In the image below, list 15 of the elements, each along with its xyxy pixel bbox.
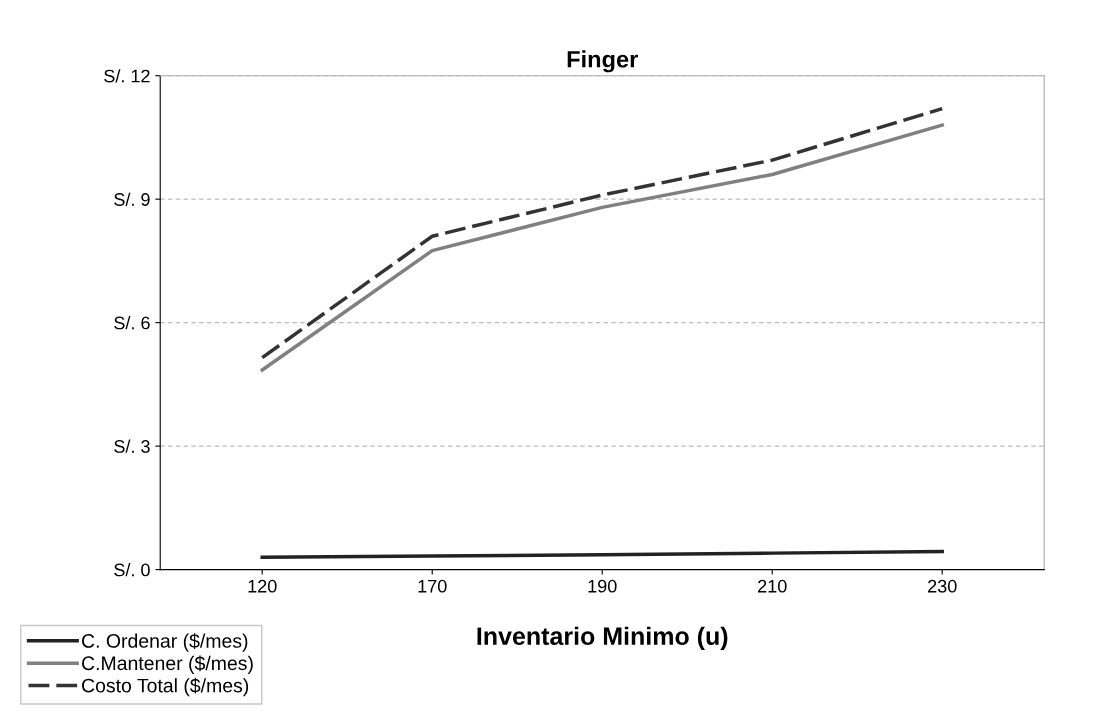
legend-label: Costo Total ($/mes) bbox=[82, 677, 249, 697]
y-tick-label: S/. 9 bbox=[114, 192, 150, 206]
legend-label: C. Ordenar ($/mes) bbox=[82, 633, 248, 652]
y-tick-label: S/. 12 bbox=[104, 69, 150, 83]
x-axis-title: Inventario Minimo (u) bbox=[477, 626, 728, 650]
x-tick-label: 230 bbox=[928, 579, 957, 593]
x-tick-label: 120 bbox=[248, 579, 277, 593]
chart-title: Finger bbox=[567, 50, 638, 73]
y-tick-label: S/. 0 bbox=[114, 563, 150, 577]
y-tick-label: S/. 6 bbox=[114, 316, 150, 330]
x-tick-label: 210 bbox=[758, 579, 787, 593]
y-tick-label: S/. 3 bbox=[114, 439, 150, 453]
x-tick-label: 170 bbox=[418, 579, 447, 593]
legend-label: C.Mantener ($/mes) bbox=[82, 655, 253, 674]
x-tick-label: 190 bbox=[588, 579, 617, 593]
